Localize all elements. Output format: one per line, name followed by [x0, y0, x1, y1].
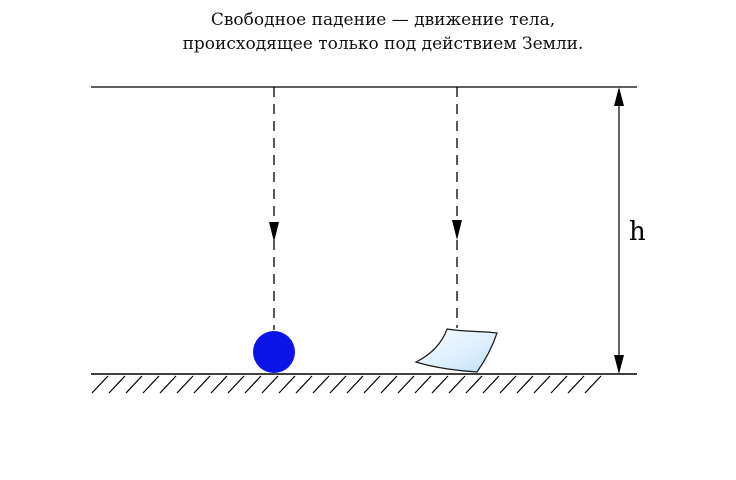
- ground-hatch-stroke: [159, 375, 177, 394]
- ground-hatch-stroke: [499, 375, 517, 394]
- caption-line-2: происходящее только под действием Земли.: [182, 34, 584, 54]
- ground-hatch-stroke: [584, 375, 602, 394]
- height-label: h: [629, 217, 646, 247]
- ground-hatching: [91, 375, 602, 394]
- ground-hatch-stroke: [567, 375, 585, 394]
- caption-line-1: Свободное падение — движение тела,: [210, 10, 556, 30]
- ground-hatch-stroke: [363, 375, 381, 394]
- ground-hatch-stroke: [261, 375, 279, 394]
- ground-hatch-stroke: [380, 375, 398, 394]
- ground-hatch-stroke: [431, 375, 449, 394]
- height-arrow-top: [614, 87, 624, 106]
- paper-sheet: [414, 328, 498, 373]
- ground-hatch-stroke: [295, 375, 313, 394]
- ground-hatch-stroke: [550, 375, 568, 394]
- height-arrow-bottom: [614, 355, 624, 374]
- ground-hatch-stroke: [125, 375, 143, 394]
- ground-hatch-stroke: [176, 375, 194, 394]
- ground-hatch-stroke: [244, 375, 262, 394]
- ground-hatch-stroke: [346, 375, 364, 394]
- ground-hatch-stroke: [312, 375, 330, 394]
- ground-hatch-stroke: [329, 375, 347, 394]
- ground-hatch-stroke: [210, 375, 228, 394]
- ball-direction-arrow: [269, 222, 279, 242]
- ground-hatch-stroke: [414, 375, 432, 394]
- ball: [253, 331, 295, 373]
- ground-hatch-stroke: [465, 375, 483, 394]
- ground-hatch-stroke: [142, 375, 160, 394]
- ground-hatch-stroke: [91, 375, 109, 394]
- ground-hatch-stroke: [482, 375, 500, 394]
- ground-hatch-stroke: [397, 375, 415, 394]
- ground-hatch-stroke: [516, 375, 534, 394]
- ground-hatch-stroke: [533, 375, 551, 394]
- ground-hatch-stroke: [278, 375, 296, 394]
- ground-hatch-stroke: [193, 375, 211, 394]
- caption: Свободное падение — движение тела, проис…: [0, 8, 736, 56]
- ground-hatch-stroke: [227, 375, 245, 394]
- paper-direction-arrow: [452, 220, 462, 240]
- ground-hatch-stroke: [108, 375, 126, 394]
- ground-hatch-stroke: [448, 375, 466, 394]
